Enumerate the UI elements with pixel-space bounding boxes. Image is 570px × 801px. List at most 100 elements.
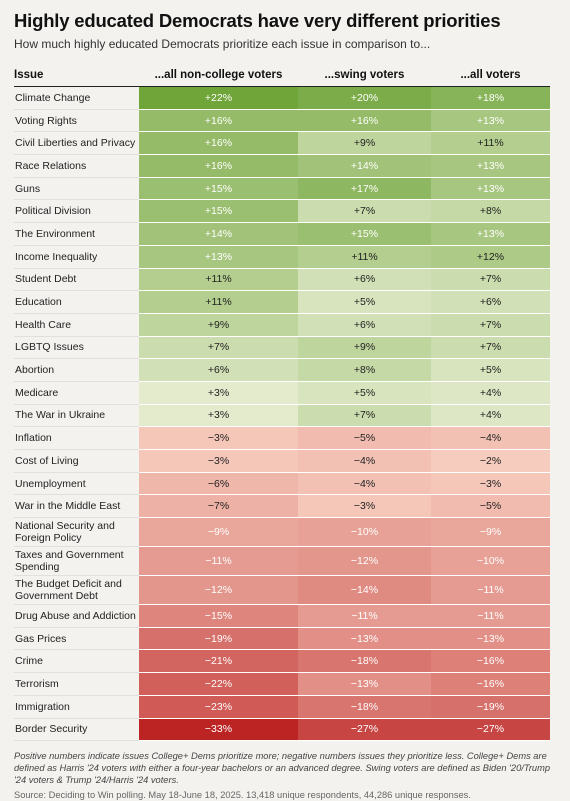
table-row: Medicare +3% +5% +4% (14, 381, 550, 405)
issue-label: Border Security (14, 718, 139, 742)
value-cell-swing: +16% (298, 109, 431, 133)
table-row: Education +11% +5% +6% (14, 290, 550, 314)
value-cell-swing: −12% (298, 546, 431, 577)
table-row: National Security and Foreign Policy −9% −… (14, 517, 550, 548)
issue-label: Gas Prices (14, 627, 139, 651)
issue-label: Immigration (14, 695, 139, 719)
value-cell-non-college: −12% (139, 575, 298, 606)
issue-label: War in the Middle East (14, 494, 139, 519)
value-cell-all-voters: +13% (431, 222, 550, 246)
value-cell-swing: −10% (298, 517, 431, 548)
value-cell-non-college: −3% (139, 449, 298, 473)
value-cell-swing: +15% (298, 222, 431, 246)
issue-label: Climate Change (14, 86, 139, 110)
table-body: Climate Change +22% +20% +18% Voting Rights +… (14, 86, 550, 742)
value-cell-all-voters: +18% (431, 86, 550, 110)
value-cell-swing: +9% (298, 336, 431, 360)
value-cell-swing: −4% (298, 472, 431, 496)
value-cell-non-college: +16% (139, 154, 298, 178)
column-header-issue: Issue (14, 64, 139, 87)
value-cell-non-college: −15% (139, 604, 298, 628)
issue-label: Voting Rights (14, 109, 139, 133)
value-cell-all-voters: +4% (431, 381, 550, 405)
issue-label: Race Relations (14, 154, 139, 178)
value-cell-all-voters: −16% (431, 649, 550, 674)
value-cell-all-voters: +7% (431, 336, 550, 360)
issue-label: Income Inequality (14, 245, 139, 269)
value-cell-non-college: +22% (139, 86, 298, 110)
table-row: Political Division +15% +7% +8% (14, 199, 550, 224)
table-row: Immigration −23% −18% −19% (14, 695, 550, 719)
value-cell-swing: −13% (298, 672, 431, 696)
value-cell-all-voters: −10% (431, 546, 550, 577)
value-cell-all-voters: −11% (431, 604, 550, 628)
table-row: Student Debt +11% +6% +7% (14, 268, 550, 292)
value-cell-all-voters: +11% (431, 131, 550, 156)
value-cell-non-college: −23% (139, 695, 298, 719)
issue-label: Unemployment (14, 472, 139, 496)
value-cell-swing: +5% (298, 290, 431, 314)
source-line: Source: Deciding to Win polling. May 18-… (14, 790, 471, 801)
value-cell-all-voters: −9% (431, 517, 550, 548)
table-row: The Budget Deficit and Government Debt −1… (14, 575, 550, 606)
value-cell-swing: −14% (298, 575, 431, 606)
issue-label: Civil Liberties and Privacy (14, 131, 139, 156)
value-cell-all-voters: −27% (431, 718, 550, 742)
table-row: Taxes and Government Spending −11% −12% −10… (14, 546, 550, 577)
value-cell-non-college: +9% (139, 313, 298, 337)
table-row: Abortion +6% +8% +5% (14, 358, 550, 382)
issue-label: Cost of Living (14, 449, 139, 473)
header-row: Issue ...all non-college voters ...swing… (14, 64, 550, 87)
value-cell-non-college: +14% (139, 222, 298, 246)
issue-label: Education (14, 290, 139, 314)
table-row: Income Inequality +13% +11% +12% (14, 245, 550, 269)
value-cell-non-college: −9% (139, 517, 298, 548)
value-cell-non-college: −22% (139, 672, 298, 696)
value-cell-non-college: +15% (139, 199, 298, 224)
value-cell-all-voters: +4% (431, 404, 550, 428)
table-row: Inflation −3% −5% −4% (14, 426, 550, 450)
table-row: Drug Abuse and Addiction −15% −11% −11% (14, 604, 550, 628)
value-cell-non-college: −19% (139, 627, 298, 651)
value-cell-all-voters: +13% (431, 177, 550, 201)
value-cell-swing: −5% (298, 426, 431, 450)
value-cell-all-voters: +13% (431, 109, 550, 133)
issue-label: The Budget Deficit and Government Debt (14, 575, 139, 606)
value-cell-swing: +7% (298, 404, 431, 428)
table-row: Terrorism −22% −13% −16% (14, 672, 550, 696)
value-cell-non-college: +15% (139, 177, 298, 201)
value-cell-all-voters: −13% (431, 627, 550, 651)
table-row: Crime −21% −18% −16% (14, 649, 550, 674)
value-cell-all-voters: −16% (431, 672, 550, 696)
value-cell-non-college: +16% (139, 109, 298, 133)
value-cell-all-voters: −3% (431, 472, 550, 496)
table-row: Civil Liberties and Privacy +16% +9% +11% (14, 131, 550, 156)
value-cell-non-college: +13% (139, 245, 298, 269)
issue-label: Political Division (14, 199, 139, 224)
value-cell-swing: +5% (298, 381, 431, 405)
value-cell-all-voters: +6% (431, 290, 550, 314)
value-cell-non-college: +11% (139, 290, 298, 314)
issue-label: Taxes and Government Spending (14, 546, 139, 577)
value-cell-swing: +14% (298, 154, 431, 178)
table-row: Climate Change +22% +20% +18% (14, 86, 550, 110)
value-cell-swing: +6% (298, 313, 431, 337)
value-cell-swing: −27% (298, 718, 431, 742)
value-cell-all-voters: −5% (431, 494, 550, 519)
issue-label: National Security and Foreign Policy (14, 517, 139, 548)
value-cell-swing: +6% (298, 268, 431, 292)
issue-label: Health Care (14, 313, 139, 337)
issue-label: Terrorism (14, 672, 139, 696)
value-cell-non-college: +11% (139, 268, 298, 292)
value-cell-all-voters: −2% (431, 449, 550, 473)
column-header-swing: ...swing voters (298, 64, 431, 87)
value-cell-swing: +17% (298, 177, 431, 201)
chart-subtitle: How much highly educated Democrats prior… (14, 37, 431, 51)
value-cell-non-college: +3% (139, 381, 298, 405)
table-row: Border Security −33% −27% −27% (14, 718, 550, 742)
value-cell-non-college: −7% (139, 494, 298, 519)
value-cell-all-voters: +13% (431, 154, 550, 178)
value-cell-non-college: +16% (139, 131, 298, 156)
value-cell-non-college: +6% (139, 358, 298, 382)
footnote: Positive numbers indicate issues College… (14, 751, 551, 786)
